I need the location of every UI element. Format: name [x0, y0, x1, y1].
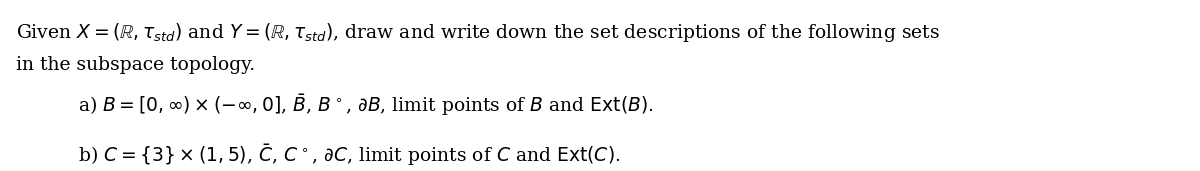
Text: Given $X = (\mathbb{R}, \tau_{std})$ and $Y = (\mathbb{R}, \tau_{std})$, draw an: Given $X = (\mathbb{R}, \tau_{std})$ and…	[16, 21, 940, 44]
Text: b) $C = \{3\} \times (1, 5)$, $\bar{C}$, $C^\circ$, $\partial C$, limit points o: b) $C = \{3\} \times (1, 5)$, $\bar{C}$,…	[78, 142, 620, 168]
Text: in the subspace topology.: in the subspace topology.	[16, 56, 254, 74]
Text: a) $B = [0, \infty) \times (-\infty, 0]$, $\bar{B}$, $B^\circ$, $\partial B$, li: a) $B = [0, \infty) \times (-\infty, 0]$…	[78, 92, 653, 118]
